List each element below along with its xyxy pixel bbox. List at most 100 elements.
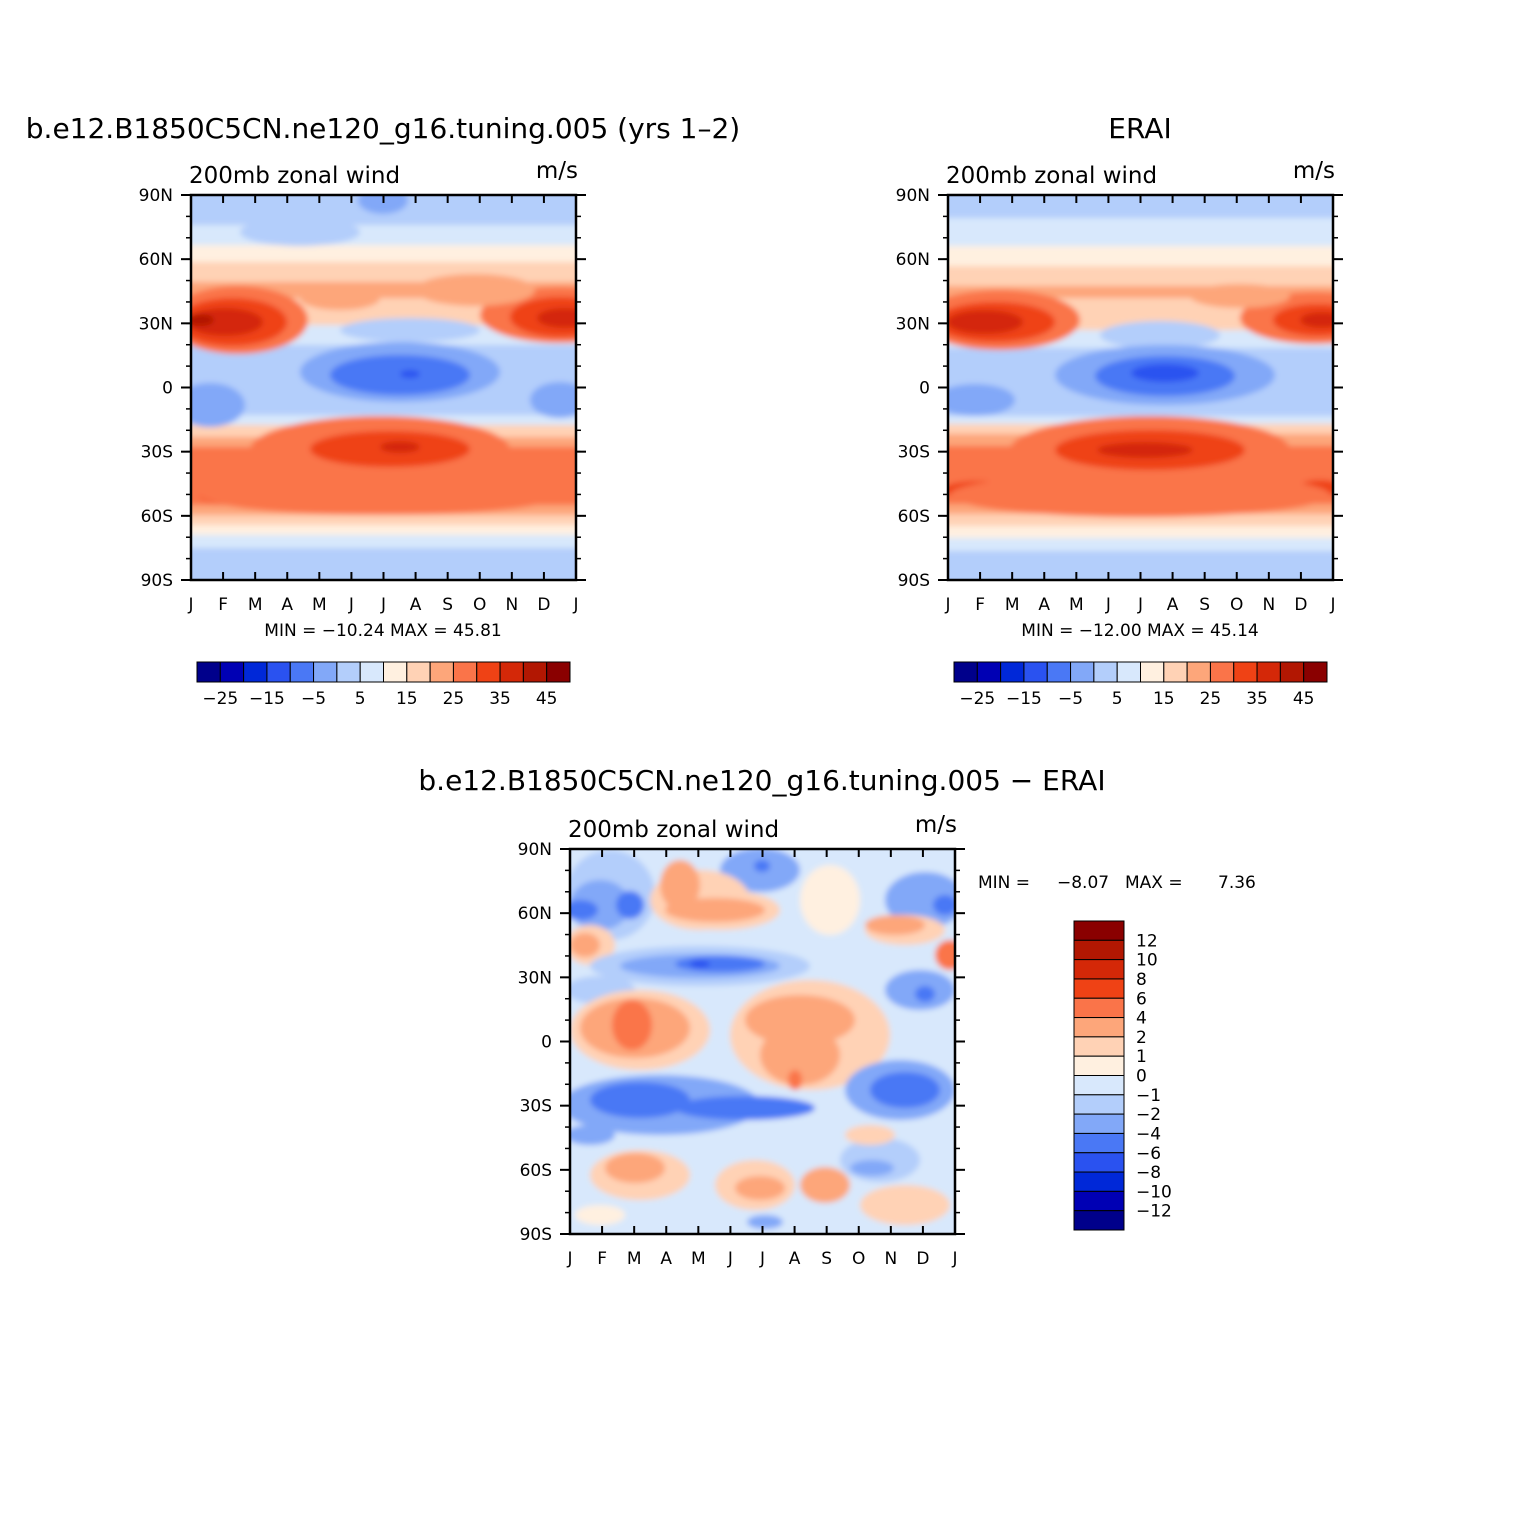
colorbar-label: 45 — [1293, 689, 1315, 709]
colorbar-swatch — [1073, 1152, 1125, 1173]
y-tick-label: 30S — [898, 443, 930, 463]
colorbar-label: −12 — [1136, 1202, 1172, 1222]
x-tick-label: M — [1069, 595, 1084, 615]
colorbar-swatch — [383, 661, 408, 683]
x-tick-label: J — [944, 595, 950, 615]
colorbar-label: 45 — [536, 689, 558, 709]
colorbar-swatch — [1073, 920, 1125, 941]
colorbar-swatch — [1073, 978, 1125, 999]
x-tick-label: M — [248, 595, 263, 615]
colorbar-swatch — [313, 661, 338, 683]
x-tick-label: J — [572, 595, 578, 615]
colorbar-swatch — [1279, 661, 1305, 683]
panel-obs-variable-label: 200mb zonal wind — [946, 163, 1157, 189]
x-tick-label: J — [759, 1249, 765, 1269]
x-tick-label: J — [187, 595, 193, 615]
x-tick-label: A — [1038, 595, 1050, 615]
y-tick-label: 60N — [139, 250, 173, 270]
y-tick-label: 60S — [898, 507, 930, 527]
x-tick-label: F — [218, 595, 228, 615]
panel-diff: b.e12.B1850C5CN.ne120_g16.tuning.005 − E… — [418, 764, 1255, 1269]
y-tick-label: 60S — [520, 1161, 552, 1181]
colorbar-swatch — [429, 661, 454, 683]
x-tick-label: M — [1005, 595, 1020, 615]
colorbar-label: 25 — [1200, 689, 1222, 709]
x-tick-label: F — [597, 1249, 607, 1269]
colorbar-label: 8 — [1136, 970, 1147, 990]
colorbar-swatch — [1073, 959, 1125, 980]
colorbar-label: −4 — [1136, 1124, 1161, 1144]
colorbar-swatch — [1073, 939, 1125, 961]
colorbar-swatch — [1233, 661, 1258, 683]
colorbar-label: −25 — [959, 689, 995, 709]
panel-diff-units-label: m/s — [915, 812, 957, 838]
x-tick-label: D — [916, 1249, 929, 1269]
y-tick-label: 90N — [139, 186, 173, 206]
x-tick-label: M — [312, 595, 327, 615]
colorbar-label: 5 — [1112, 689, 1123, 709]
x-tick-label: M — [691, 1249, 706, 1269]
x-tick-label: N — [1262, 595, 1275, 615]
colorbar-swatch — [1163, 661, 1188, 683]
y-tick-label: 60N — [518, 904, 552, 924]
panel-diff-max-label: MAX = — [1125, 873, 1183, 893]
colorbar-label: 0 — [1136, 1067, 1147, 1087]
x-tick-label: J — [727, 1249, 733, 1269]
colorbar-label: 1 — [1136, 1047, 1147, 1067]
colorbar-swatch — [1073, 1075, 1125, 1096]
panel-diff-max-value: 7.36 — [1218, 873, 1256, 893]
y-tick-label: 0 — [919, 379, 930, 399]
y-tick-label: 90S — [898, 571, 930, 591]
colorbar-swatch — [1073, 1094, 1125, 1115]
x-tick-label: S — [1199, 595, 1210, 615]
colorbar-swatch — [1140, 661, 1165, 683]
x-tick-label: A — [1167, 595, 1179, 615]
panel-obs-contour-field — [948, 195, 1333, 580]
panel-model: b.e12.B1850C5CN.ne120_g16.tuning.005 (yr… — [26, 112, 740, 709]
colorbar-label: −6 — [1136, 1144, 1161, 1164]
colorbar-swatch — [266, 661, 291, 683]
x-tick-label: A — [660, 1249, 672, 1269]
colorbar-label: 12 — [1136, 931, 1158, 951]
panel-obs-colorbar: −25 −15 −5 5 15 25 35 45 — [953, 661, 1328, 709]
x-tick-label: J — [566, 1249, 572, 1269]
panel-diff-min-label: MIN = — [978, 873, 1030, 893]
colorbar-swatch — [976, 661, 1002, 683]
panel-model-title: b.e12.B1850C5CN.ne120_g16.tuning.005 (yr… — [26, 112, 740, 145]
colorbar-swatch — [1073, 1190, 1125, 1212]
colorbar-swatch — [1023, 661, 1048, 683]
colorbar-swatch — [953, 661, 978, 683]
colorbar-swatch — [1073, 1132, 1125, 1154]
colorbar-label: −1 — [1136, 1086, 1161, 1106]
y-tick-label: 30N — [896, 314, 930, 334]
panel-obs-units-label: m/s — [1293, 158, 1335, 184]
colorbar-label: 10 — [1136, 951, 1158, 971]
colorbar-label: 15 — [396, 689, 418, 709]
x-tick-label: O — [473, 595, 486, 615]
x-tick-label: O — [852, 1249, 865, 1269]
y-tick-label: 0 — [162, 379, 173, 399]
panel-diff-min-value: −8.07 — [1057, 873, 1109, 893]
panel-obs-minmax: MIN = −12.00 MAX = 45.14 — [1021, 621, 1258, 641]
panel-obs-title: ERAI — [1108, 112, 1171, 145]
colorbar-swatch — [1073, 1036, 1125, 1057]
colorbar-label: −8 — [1136, 1163, 1161, 1183]
colorbar-swatch — [1000, 661, 1025, 683]
colorbar-label: −15 — [1006, 689, 1042, 709]
colorbar-label: 25 — [443, 689, 465, 709]
x-tick-label: D — [1294, 595, 1307, 615]
panel-obs: ERAI 200mb zonal wind m/s — [896, 112, 1343, 709]
panel-diff-title: b.e12.B1850C5CN.ne120_g16.tuning.005 − E… — [418, 764, 1105, 797]
panel-model-variable-label: 200mb zonal wind — [189, 163, 400, 189]
colorbar-label: 35 — [489, 689, 511, 709]
x-tick-label: A — [410, 595, 422, 615]
x-tick-label: J — [951, 1249, 957, 1269]
colorbar-swatch — [499, 661, 524, 683]
colorbar-swatch — [1070, 661, 1095, 683]
panel-model-units-label: m/s — [536, 158, 578, 184]
